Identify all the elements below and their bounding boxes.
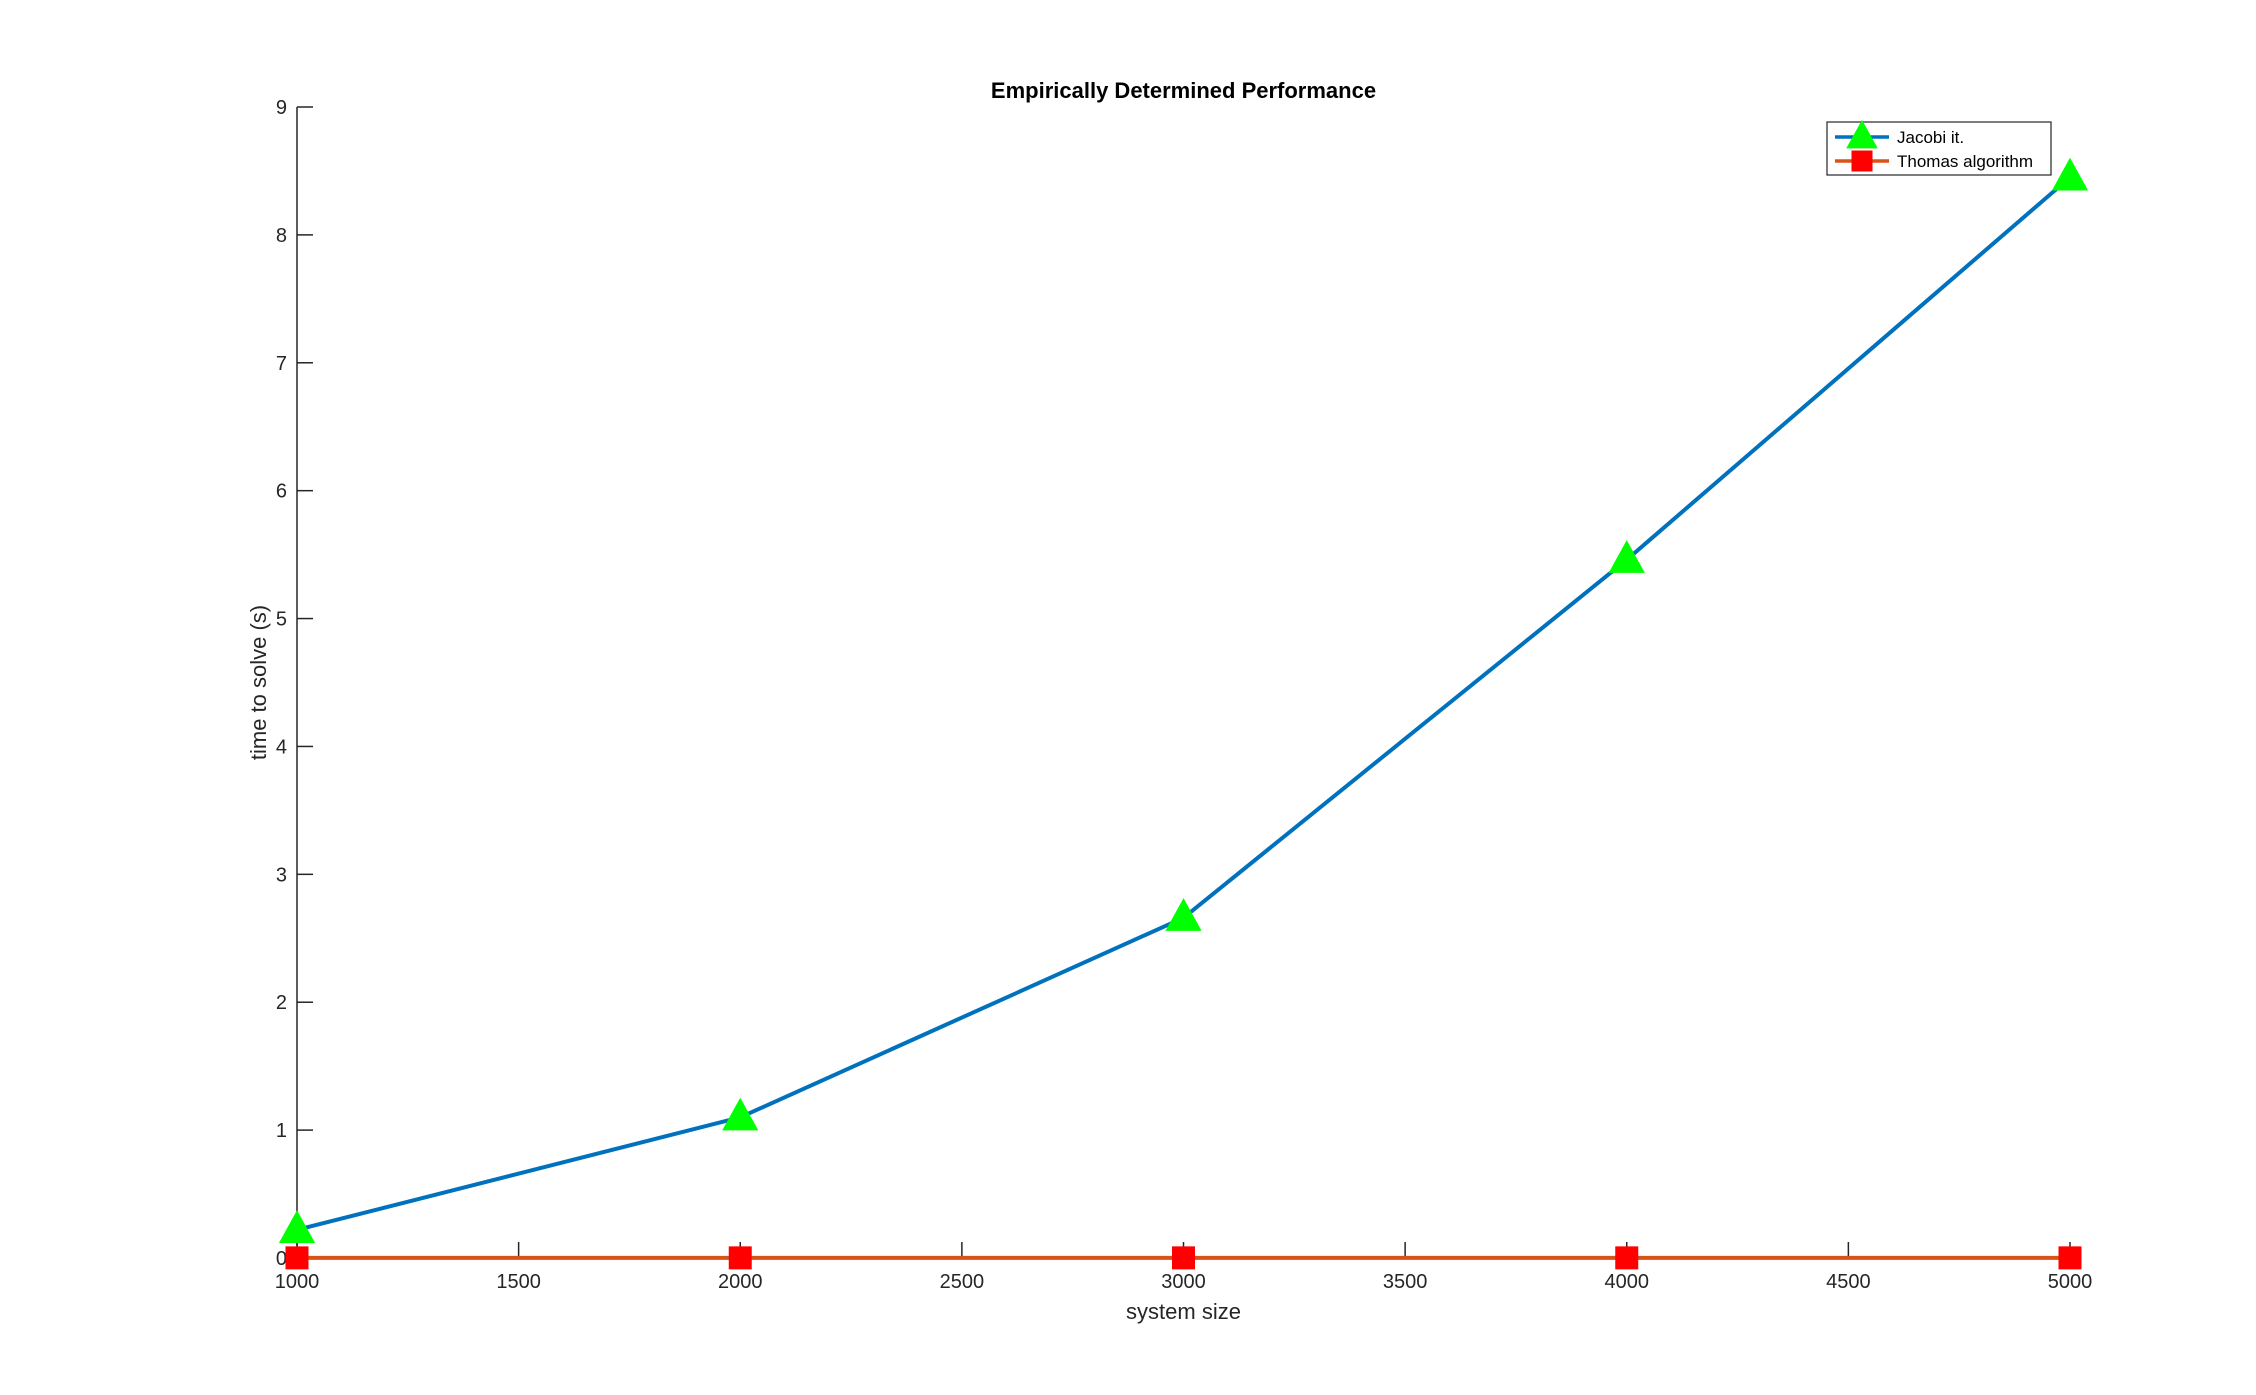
legend: Jacobi it. Thomas algorithm [1826, 119, 2052, 176]
x-tick-label: 1500 [496, 1271, 541, 1293]
data-point [722, 1097, 759, 1131]
y-tick-label: 6 [276, 481, 287, 503]
legend-marker [1851, 150, 1873, 172]
x-axis-label: system size [1126, 1299, 1241, 1324]
y-tick-label: 0 [276, 1248, 287, 1270]
x-tick-label: 4500 [1826, 1271, 1871, 1293]
y-tick-label: 2 [276, 992, 287, 1014]
chart-title: Empirically Determined Performance [991, 78, 1376, 103]
data-point [1615, 1246, 1639, 1270]
data-point [728, 1246, 752, 1270]
series-line [296, 175, 2072, 1232]
data-point [2058, 1246, 2082, 1270]
y-tick-label: 8 [276, 225, 287, 247]
data-point [2051, 157, 2089, 191]
axes: 0 1 2 3 4 5 6 7 8 9 1000 1500 2000 2500 3000 3500 4000 45… [275, 97, 2093, 1293]
y-tick-label: 3 [276, 864, 287, 886]
data-point [1172, 1246, 1195, 1270]
x-tick-label: 3500 [1383, 1271, 1428, 1293]
x-tick-label: 4000 [1605, 1271, 1650, 1293]
data-point [1608, 540, 1645, 573]
legend-label: Thomas algorithm [1897, 152, 2033, 171]
y-tick-label: 1 [276, 1120, 287, 1142]
x-tick-label: 5000 [2048, 1271, 2093, 1293]
legend-label: Jacobi it. [1897, 128, 1964, 147]
series-layer [278, 157, 2089, 1270]
legend-item: Thomas algorithm [1835, 150, 2033, 172]
x-tick-label: 3000 [1161, 1271, 1206, 1293]
series-thomas [285, 1246, 2082, 1270]
y-axis-label: time to solve (s) [246, 605, 271, 760]
legend-item: Jacobi it. [1835, 119, 1964, 149]
x-tick-label: 2000 [718, 1271, 763, 1293]
y-tick-label: 9 [276, 97, 287, 119]
data-point [285, 1246, 309, 1270]
y-tick-label: 4 [276, 736, 287, 758]
series-jacobi [278, 157, 2089, 1243]
legend-marker [1846, 119, 1878, 149]
y-tick-label: 5 [276, 609, 287, 631]
y-tick-label: 7 [276, 353, 287, 375]
x-tick-label: 1000 [275, 1271, 320, 1293]
data-point [278, 1210, 316, 1243]
data-point [1165, 898, 1202, 931]
x-tick-label: 2500 [940, 1271, 985, 1293]
